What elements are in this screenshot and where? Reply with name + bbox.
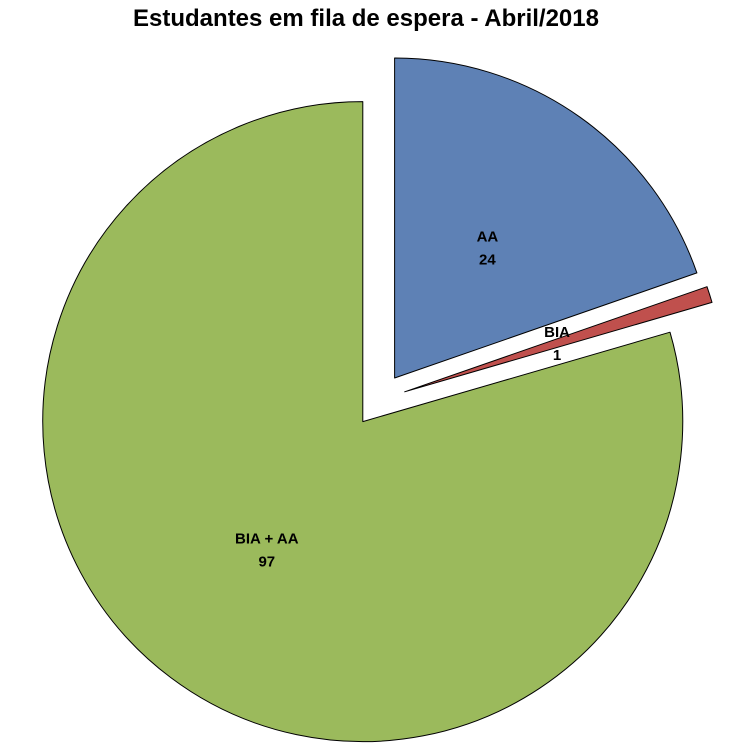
pie-slice-aa xyxy=(394,57,698,379)
pie-slice-bia xyxy=(404,286,713,393)
pie-slice-bia-aa xyxy=(42,101,684,743)
slice-label-name-bia-aa: BIA + AA xyxy=(235,531,299,548)
slice-label-value-bia: 1 xyxy=(553,347,561,364)
slice-label-name-aa: AA xyxy=(477,229,499,246)
chart-title: Estudantes em fila de espera - Abril/201… xyxy=(133,5,599,32)
slice-label-value-bia-aa: 97 xyxy=(258,554,275,571)
slice-label-value-aa: 24 xyxy=(479,252,496,269)
slice-label-name-bia: BIA xyxy=(544,324,570,341)
